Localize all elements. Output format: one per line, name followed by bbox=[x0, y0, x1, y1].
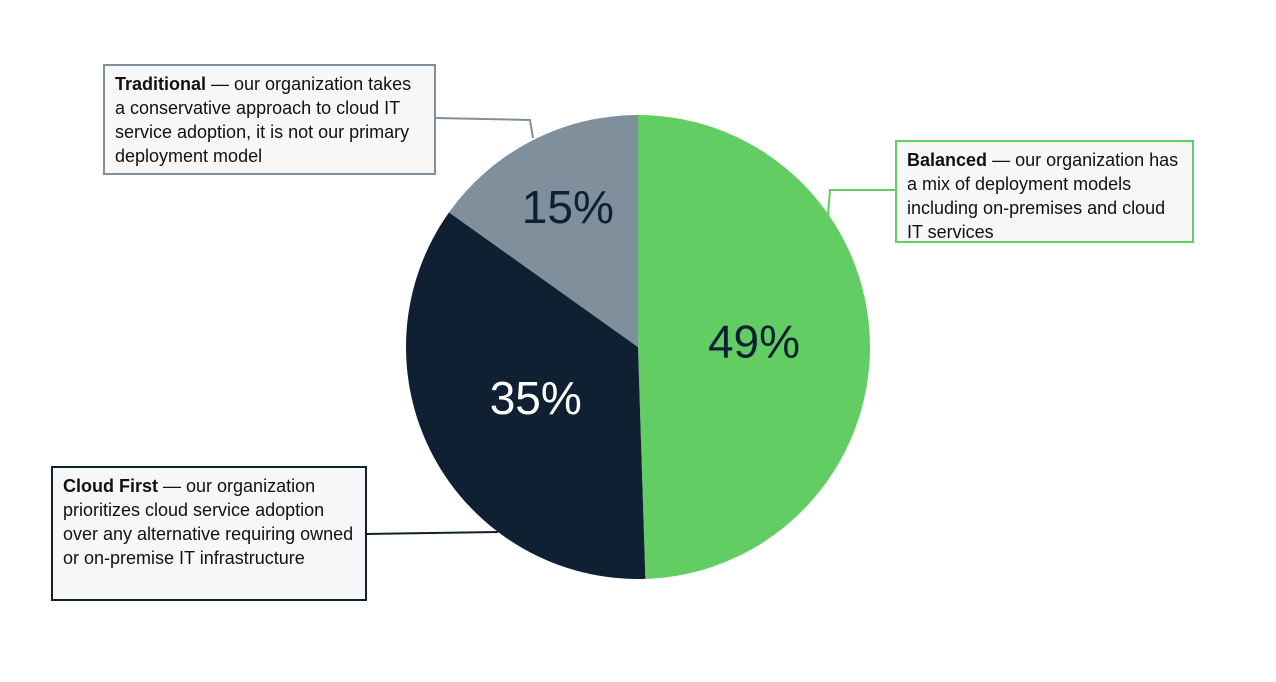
callout-title: Traditional bbox=[115, 74, 207, 94]
callout: Cloud First — our organization prioritize… bbox=[51, 466, 367, 601]
connector bbox=[827, 189, 895, 216]
connector bbox=[365, 531, 499, 535]
callout-title: Balanced bbox=[907, 150, 988, 170]
pie-slice bbox=[449, 115, 638, 347]
pie-slice bbox=[638, 115, 870, 579]
callout: Balanced — our organization has a mix of … bbox=[895, 140, 1194, 243]
connector bbox=[434, 117, 534, 139]
value-label: 49% bbox=[708, 315, 800, 367]
value-label: 15% bbox=[522, 181, 614, 233]
callout-title: Cloud First bbox=[63, 476, 158, 496]
callout-text: — our organization takes a conservative … bbox=[115, 74, 412, 166]
callout-text: — our organization has a mix of deployme… bbox=[907, 150, 1179, 242]
callout: Traditional — our organization takes a co… bbox=[103, 64, 436, 175]
callout-text: — our organization prioritizes cloud ser… bbox=[63, 476, 354, 568]
value-label: 35% bbox=[490, 372, 582, 424]
pie-slice bbox=[406, 212, 646, 579]
